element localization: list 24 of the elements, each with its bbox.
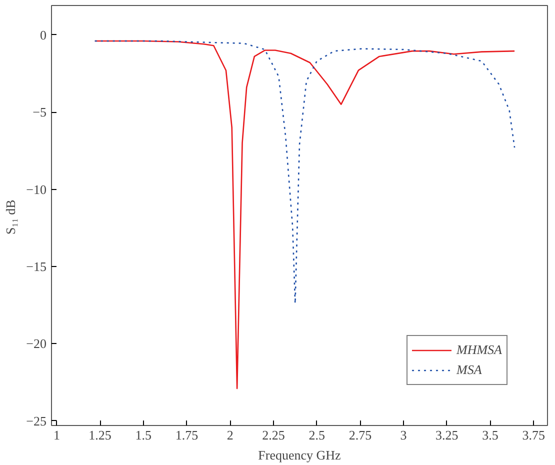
x-tick-label: 1.25 (88, 428, 112, 442)
y-tick-label: 0 (40, 27, 46, 42)
y-tick-label: −10 (26, 182, 47, 197)
x-tick-label: 1.5 (135, 428, 152, 442)
y-tick-label: −5 (32, 104, 47, 120)
x-axis-title: Frequency GHz (258, 448, 342, 462)
x-tick-label: 2.5 (308, 428, 325, 442)
y-tick-label: −15 (26, 258, 47, 274)
legend-label: MHMSA (456, 342, 502, 358)
x-tick-label: 3.75 (522, 428, 545, 442)
x-tick-label: 3 (400, 428, 407, 442)
y-axis-title: S₁₁ dB (3, 199, 18, 234)
line-series (94, 40, 516, 390)
x-tick-label: 1 (53, 428, 60, 442)
x-tick-label: 2.75 (348, 428, 372, 442)
x-tick-label: 3.5 (482, 428, 498, 442)
x-tick-label: 1.75 (175, 428, 198, 442)
y-tick-label: −20 (26, 336, 47, 352)
x-tick-label: 2.25 (262, 428, 285, 442)
legend-label: MSA (456, 362, 482, 378)
x-tick-label: 3.25 (436, 428, 458, 442)
x-tick-label: 2 (226, 428, 234, 442)
line-series (94, 40, 516, 304)
y-tick-label: −25 (26, 413, 47, 428)
